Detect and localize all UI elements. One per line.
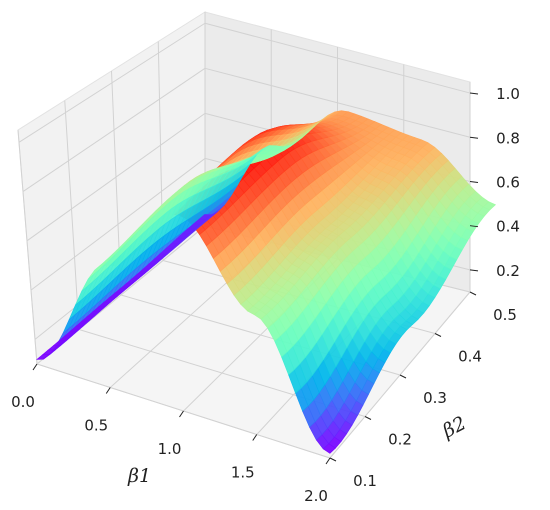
y-tick-label: 0.3 bbox=[423, 389, 447, 407]
z-tick-mark bbox=[469, 225, 479, 228]
grid-line bbox=[30, 158, 206, 291]
y-tick-label: 0.2 bbox=[388, 431, 412, 449]
x-tick-label: 1.5 bbox=[231, 464, 255, 482]
z-tick-mark bbox=[469, 92, 479, 95]
grid-line bbox=[204, 67, 471, 138]
surface-mesh bbox=[36, 110, 497, 454]
z-tick-label: 0.2 bbox=[496, 262, 520, 280]
x-tick-mark bbox=[105, 387, 111, 394]
z-tick-label: 0.4 bbox=[496, 218, 520, 236]
x-tick-label: 0.5 bbox=[84, 417, 108, 435]
grid-line bbox=[204, 22, 471, 94]
z-tick-mark bbox=[469, 180, 479, 183]
grid-line bbox=[64, 100, 80, 330]
y-tick-mark bbox=[329, 457, 337, 462]
y-tick-mark bbox=[364, 416, 372, 420]
y-tick-label: 0.4 bbox=[458, 348, 482, 366]
z-tick-mark bbox=[469, 269, 479, 272]
axis-ticks: 0.0 0.5 1.0 1.5 2.0 0.1 0.2 0.3 0.4 0.5 0.2 0.4 0.6 0… bbox=[11, 85, 520, 505]
z-tick-label: 0.8 bbox=[496, 129, 520, 147]
y-tick-mark bbox=[399, 374, 407, 379]
x-tick-label: 1.0 bbox=[158, 440, 182, 458]
grid-line bbox=[26, 112, 206, 242]
y-tick-label: 0.1 bbox=[353, 472, 377, 490]
surface-patch bbox=[198, 214, 213, 220]
grid-line bbox=[17, 129, 38, 365]
y-tick-label: 0.5 bbox=[493, 306, 517, 324]
x-axis-label: β1 bbox=[127, 465, 151, 487]
x-tick-label: 2.0 bbox=[304, 487, 328, 505]
z-tick-label: 0.6 bbox=[496, 173, 520, 191]
x-tick-mark bbox=[179, 410, 184, 418]
y-axis-label: β2 bbox=[438, 412, 470, 443]
y-tick-mark bbox=[469, 291, 477, 296]
z-tick-label: 1.0 bbox=[496, 85, 520, 103]
y-tick-mark bbox=[434, 333, 442, 337]
grid-line bbox=[22, 67, 206, 192]
z-tick-mark bbox=[469, 136, 479, 139]
grid-line bbox=[18, 22, 206, 143]
x-tick-mark bbox=[325, 457, 331, 465]
x-tick-label: 0.0 bbox=[11, 393, 35, 411]
x-tick-mark bbox=[32, 363, 38, 371]
x-tick-mark bbox=[252, 434, 258, 441]
